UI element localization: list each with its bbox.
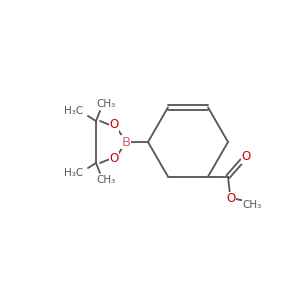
Text: CH₃: CH₃ [242, 200, 262, 210]
Text: CH₃: CH₃ [96, 99, 116, 109]
Text: O: O [242, 150, 250, 163]
Text: H₃C: H₃C [64, 106, 84, 116]
Text: O: O [110, 118, 118, 131]
Text: B: B [122, 136, 130, 148]
Text: O: O [226, 192, 236, 205]
Text: O: O [110, 152, 118, 166]
Text: CH₃: CH₃ [96, 175, 116, 185]
Text: H₃C: H₃C [64, 168, 84, 178]
